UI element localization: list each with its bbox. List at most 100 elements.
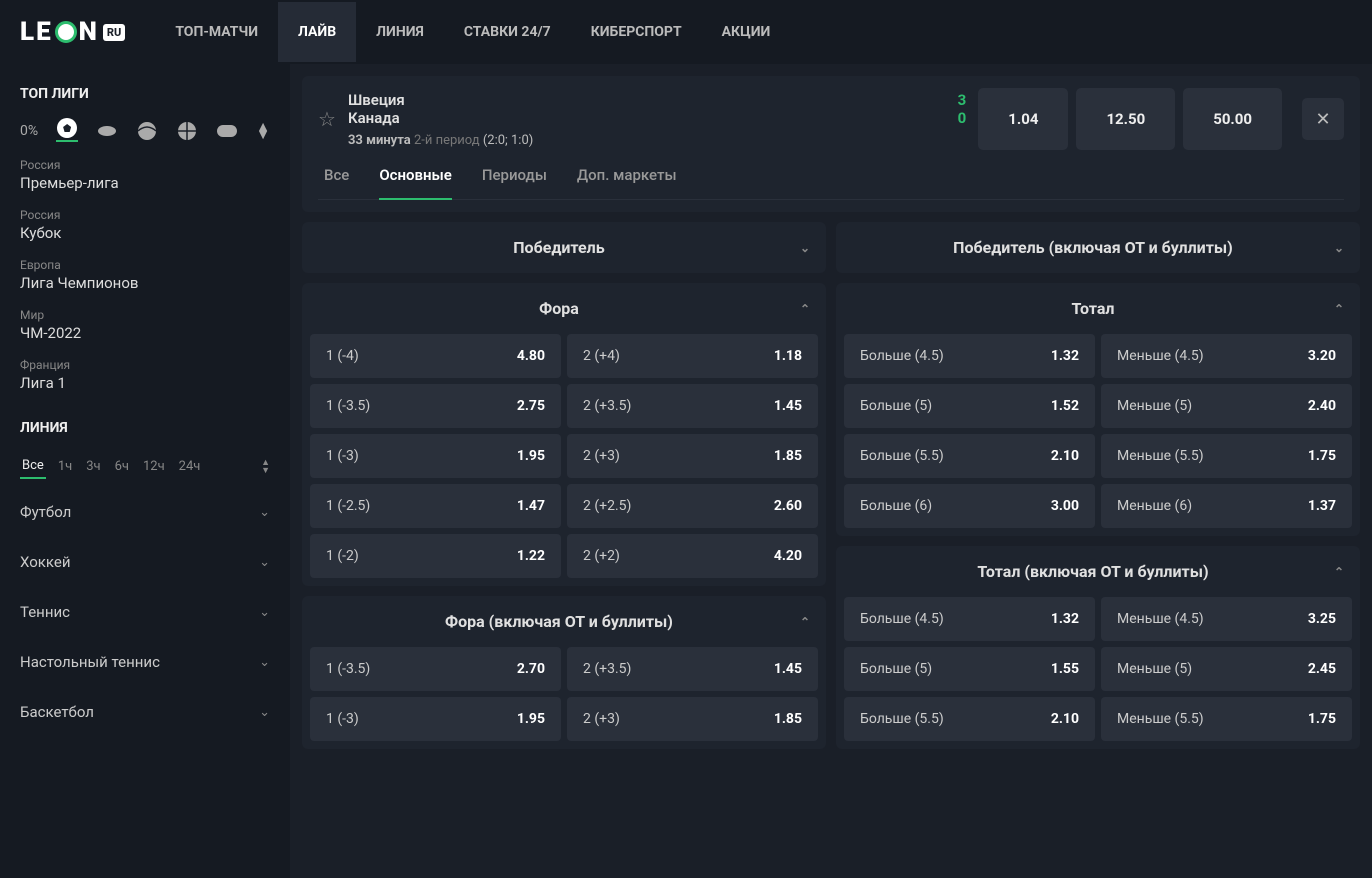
selection[interactable]: 2 (+2)4.20 [567, 534, 818, 578]
market-header[interactable]: Фора⌃ [302, 283, 826, 334]
zero-percent[interactable]: 0% [20, 123, 38, 139]
basketball-icon[interactable] [176, 120, 198, 142]
time-filters: Все 1ч 3ч 6ч 12ч 24ч ▲▼ [0, 446, 290, 487]
logo-text2: N [79, 17, 99, 47]
nav-item-1[interactable]: ЛАЙВ [278, 2, 356, 62]
sport-label: Хоккей [20, 553, 71, 571]
selection[interactable]: Больше (5.5)2.10 [844, 697, 1095, 741]
tennis-icon[interactable] [136, 120, 158, 142]
sel-value: 1.18 [774, 348, 802, 364]
sport-item-2[interactable]: Теннис⌄ [0, 587, 290, 637]
sel-value: 1.95 [517, 711, 545, 727]
selection[interactable]: 1 (-3.5)2.70 [310, 647, 561, 691]
sport-item-4[interactable]: Баскетбол⌄ [0, 687, 290, 737]
selection[interactable]: 2 (+3)1.85 [567, 697, 818, 741]
league-item-3[interactable]: МирЧМ-2022 [0, 300, 290, 350]
nav-item-0[interactable]: ТОП-МАТЧИ [155, 2, 278, 62]
selection[interactable]: 2 (+3.5)1.45 [567, 647, 818, 691]
sel-label: 2 (+3.5) [583, 661, 631, 677]
sidebar: ТОП ЛИГИ 0% ▲▼ РоссияПремьер-лигаРоссияК… [0, 64, 290, 878]
market-header[interactable]: Победитель⌄ [302, 222, 826, 273]
soccer-icon[interactable] [56, 120, 78, 142]
selection[interactable]: Меньше (4.5)3.25 [1101, 597, 1352, 641]
selection[interactable]: Меньше (5)2.45 [1101, 647, 1352, 691]
sel-label: 2 (+3.5) [583, 398, 631, 414]
nav-item-4[interactable]: КИБЕРСПОРТ [571, 2, 702, 62]
tab-1[interactable]: Основные [379, 166, 452, 200]
chevron-down-icon: ⌄ [259, 605, 270, 620]
selection[interactable]: 2 (+3.5)1.45 [567, 384, 818, 428]
league-item-1[interactable]: РоссияКубок [0, 200, 290, 250]
sport-item-3[interactable]: Настольный теннис⌄ [0, 637, 290, 687]
logo[interactable]: LE N RU [20, 17, 125, 47]
tab-2[interactable]: Периоды [482, 166, 547, 199]
time-filter-1ч[interactable]: 1ч [56, 455, 74, 478]
sport-item-1[interactable]: Хоккей⌄ [0, 537, 290, 587]
league-item-0[interactable]: РоссияПремьер-лига [0, 150, 290, 200]
selection[interactable]: Меньше (5)2.40 [1101, 384, 1352, 428]
selection[interactable]: Больше (5)1.52 [844, 384, 1095, 428]
selection[interactable]: Больше (4.5)1.32 [844, 597, 1095, 641]
nav-item-3[interactable]: СТАВКИ 24/7 [444, 2, 571, 62]
selection[interactable]: 1 (-3.5)2.75 [310, 384, 561, 428]
chevron-down-icon: ⌄ [1334, 241, 1344, 255]
market-header[interactable]: Тотал⌃ [836, 283, 1360, 334]
hockey-icon[interactable] [96, 120, 118, 142]
league-item-2[interactable]: ЕвропаЛига Чемпионов [0, 250, 290, 300]
market-header[interactable]: Фора (включая ОТ и буллиты)⌃ [302, 596, 826, 647]
match-header: ☆ Швеция3 Канада0 33 минута 2-й период (… [302, 76, 1360, 212]
sel-value: 3.25 [1308, 611, 1336, 627]
selection[interactable]: Меньше (5.5)1.75 [1101, 697, 1352, 741]
main-odd-1[interactable]: 12.50 [1076, 88, 1175, 150]
league-country: Россия [20, 158, 270, 172]
selection[interactable]: Меньше (6)1.37 [1101, 484, 1352, 528]
time-scroll[interactable]: ▲▼ [261, 459, 270, 475]
time-filter-12ч[interactable]: 12ч [141, 455, 167, 478]
selection[interactable]: Больше (4.5)1.32 [844, 334, 1095, 378]
selection[interactable]: 1 (-2.5)1.47 [310, 484, 561, 528]
selection[interactable]: 1 (-4)4.80 [310, 334, 561, 378]
selection[interactable]: Больше (5.5)2.10 [844, 434, 1095, 478]
time-filter-24ч[interactable]: 24ч [177, 455, 203, 478]
nav-item-5[interactable]: АКЦИИ [702, 2, 791, 62]
sel-label: Меньше (6) [1117, 498, 1192, 514]
market-header[interactable]: Тотал (включая ОТ и буллиты)⌃ [836, 546, 1360, 597]
main-odd-0[interactable]: 1.04 [978, 88, 1068, 150]
league-item-4[interactable]: ФранцияЛига 1 [0, 350, 290, 400]
gamepad-icon[interactable] [216, 120, 238, 142]
selection[interactable]: Меньше (4.5)3.20 [1101, 334, 1352, 378]
selection[interactable]: Меньше (5.5)1.75 [1101, 434, 1352, 478]
market-title: Победитель [318, 238, 800, 257]
tab-3[interactable]: Доп. маркеты [577, 166, 677, 199]
team2-score: 0 [958, 109, 967, 127]
market-header[interactable]: Победитель (включая ОТ и буллиты)⌄ [836, 222, 1360, 273]
sport-item-0[interactable]: Футбол⌄ [0, 487, 290, 537]
market-1: Тотал⌃Больше (4.5)1.32Меньше (4.5)3.20Бо… [836, 283, 1360, 536]
selection[interactable]: 1 (-3)1.95 [310, 697, 561, 741]
market-title: Фора (включая ОТ и буллиты) [318, 612, 800, 631]
sel-value: 4.80 [517, 348, 545, 364]
team2-name: Канада [348, 109, 400, 127]
selection[interactable]: Больше (5)1.55 [844, 647, 1095, 691]
selection[interactable]: 2 (+3)1.85 [567, 434, 818, 478]
nav-item-2[interactable]: ЛИНИЯ [356, 2, 444, 62]
sel-label: 2 (+2) [583, 548, 620, 564]
time-filter-3ч[interactable]: 3ч [84, 455, 102, 478]
main-odd-2[interactable]: 50.00 [1183, 88, 1282, 150]
sel-value: 2.40 [1308, 398, 1336, 414]
selection[interactable]: 1 (-3)1.95 [310, 434, 561, 478]
icon-scroll[interactable]: ▲▼ [256, 123, 270, 139]
selection[interactable]: 2 (+4)1.18 [567, 334, 818, 378]
time-filter-6ч[interactable]: 6ч [113, 455, 131, 478]
market-title: Победитель (включая ОТ и буллиты) [852, 238, 1334, 257]
chevron-up-icon: ⌃ [800, 302, 810, 316]
favorite-star-icon[interactable]: ☆ [318, 107, 336, 131]
tab-0[interactable]: Все [324, 166, 349, 199]
league-country: Франция [20, 358, 270, 372]
selection[interactable]: 1 (-2)1.22 [310, 534, 561, 578]
selection[interactable]: 2 (+2.5)2.60 [567, 484, 818, 528]
time-filter-Все[interactable]: Все [20, 454, 46, 479]
close-button[interactable]: ✕ [1302, 98, 1344, 140]
selection[interactable]: Больше (6)3.00 [844, 484, 1095, 528]
sel-label: Больше (5) [860, 398, 932, 414]
